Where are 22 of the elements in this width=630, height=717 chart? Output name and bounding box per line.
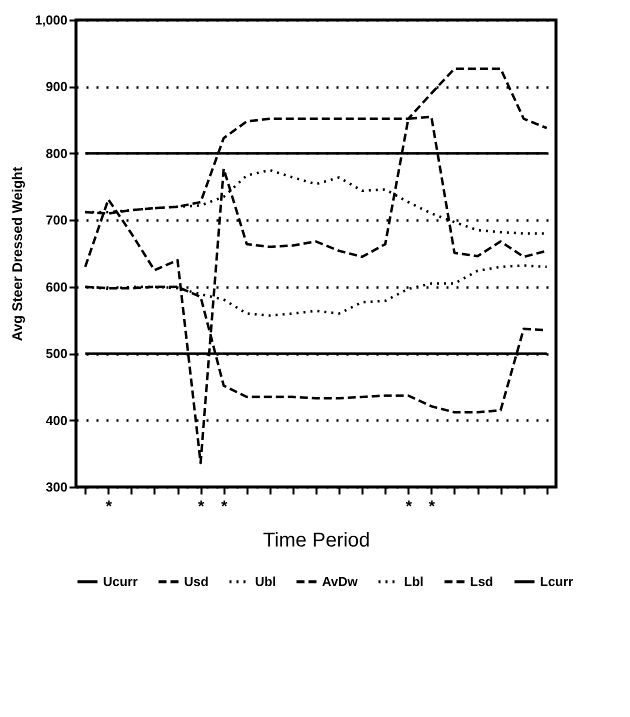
legend-label: Ucurr bbox=[103, 574, 138, 589]
x-tick-label: * bbox=[198, 498, 205, 516]
legend-label: Usd bbox=[184, 574, 209, 589]
y-tick-label: 300 bbox=[46, 480, 68, 494]
x-tick-label: * bbox=[428, 498, 436, 516]
x-axis-title: Time Period bbox=[262, 530, 370, 552]
y-tick-label: 900 bbox=[46, 79, 68, 94]
x-tick-label: * bbox=[106, 498, 113, 516]
y-tick-label: 500 bbox=[46, 346, 68, 362]
legend-label: Lbl bbox=[404, 574, 424, 589]
legend-label: AvDw bbox=[322, 574, 359, 589]
x-tick-label: * bbox=[406, 498, 413, 516]
y-axis-title: Avg Steer Dressed Weight bbox=[8, 166, 25, 342]
y-tick-label: 800 bbox=[46, 146, 68, 161]
y-tick-label: 400 bbox=[46, 412, 68, 428]
y-tick-label: 600 bbox=[46, 279, 68, 294]
legend-label: Ubl bbox=[255, 574, 276, 589]
y-tick-label: 1,000 bbox=[34, 12, 68, 28]
x-tick-label: * bbox=[221, 498, 228, 516]
legend-label: Lsd bbox=[470, 574, 494, 589]
legend-label: Lcurr bbox=[540, 574, 574, 589]
y-tick-label: 700 bbox=[46, 212, 68, 228]
